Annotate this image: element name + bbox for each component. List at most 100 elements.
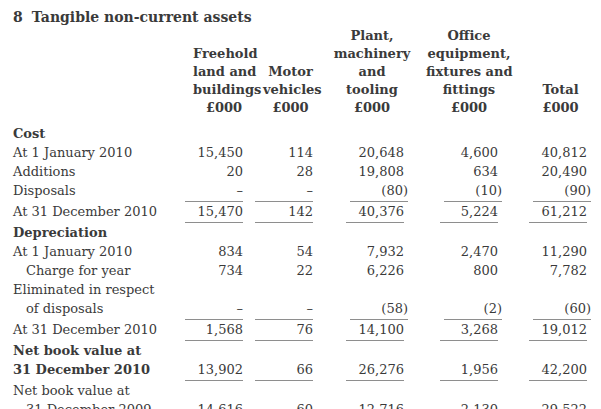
value-cell [185, 341, 255, 360]
value-cell: 19,012 [512, 320, 601, 341]
value-cell [185, 280, 255, 299]
value-cell: 1,956 [418, 360, 512, 381]
value-cell: (2) [418, 299, 512, 320]
page-title: Tangible non-current assets [32, 9, 252, 25]
table-row: At 31 December 201015,470 14240,3765,224 6… [13, 202, 601, 223]
value-cell: 40,376 [318, 202, 418, 223]
value-cell: 3,268 [418, 320, 512, 341]
cell-value: 40,812 [529, 145, 587, 161]
value-cell: 142 [255, 202, 318, 223]
value-cell: (80) [318, 181, 418, 202]
value-cell [512, 341, 601, 360]
table-row: At 1 January 201015,45011420,6484,60040,… [13, 143, 601, 162]
cell-value: 2,470 [440, 244, 498, 260]
value-cell: – [255, 181, 318, 202]
table-row: 31 December 201013,902 66 26,276 1,956 42,20… [13, 360, 601, 381]
cell-value: – [185, 301, 243, 320]
cell-value: 61,212 [529, 204, 587, 223]
cell-value: – [185, 183, 243, 202]
value-cell: 6,226 [318, 261, 418, 280]
column-header-line: machinery [326, 45, 418, 63]
cell-value: 114 [255, 145, 313, 161]
cell-value: 60 [255, 402, 313, 409]
cell-value: 2,130 [440, 402, 498, 409]
value-cell: 54 [255, 242, 318, 261]
row-label: 31 December 2009 [13, 400, 185, 409]
column-unit: £000 [193, 99, 255, 117]
row-label: Disposals [13, 181, 185, 202]
document-page: 8 Tangible non-current assets Freeholdlan… [0, 0, 601, 409]
table-row: 31 December 200914,6166012,7162,13029,52… [13, 400, 601, 409]
value-cell: 5,224 [418, 202, 512, 223]
value-cell [418, 280, 512, 299]
column-header-line: Motor [263, 63, 318, 81]
note-number: 8 [13, 7, 23, 27]
cell-value: 76 [255, 322, 313, 341]
value-cell: 28 [255, 162, 318, 181]
column-header-line: fixtures and [426, 63, 512, 81]
value-cell: 2,470 [418, 242, 512, 261]
value-cell: (60) [512, 299, 601, 320]
value-cell: 114 [255, 143, 318, 162]
value-cell: 14,100 [318, 320, 418, 341]
value-cell: 15,470 [185, 202, 255, 223]
cell-value: 15,470 [185, 204, 243, 223]
cell-value: 1,568 [185, 322, 243, 341]
cell-value: 7,932 [346, 244, 404, 260]
value-cell: 734 [185, 261, 255, 280]
cell-value: 13,902 [185, 362, 243, 381]
cell-value: (80) [350, 183, 408, 202]
value-cell: 2,130 [418, 400, 512, 409]
value-cell: 12,716 [318, 400, 418, 409]
row-label: Net book value at [13, 381, 185, 400]
value-cell [255, 381, 318, 400]
column-header-line: fittings [426, 81, 512, 99]
column-header-line: land and [193, 63, 255, 81]
value-cell: 15,450 [185, 143, 255, 162]
cell-value: 3,268 [440, 322, 498, 341]
value-cell [512, 124, 601, 143]
column-header-line: Freehold [193, 45, 255, 63]
value-cell: 66 [255, 360, 318, 381]
column-header-line: Office [426, 27, 512, 45]
table-body: CostAt 1 January 201015,45011420,6484,60… [13, 124, 601, 409]
cell-value: 20,490 [529, 164, 587, 180]
column-header-total: Total£000 [512, 27, 601, 124]
value-cell: 834 [185, 242, 255, 261]
cell-value: 19,012 [529, 322, 587, 341]
column-header-plant-machinery-and-tooling: Plant,machineryandtooling£000 [318, 27, 418, 124]
cell-value: 1,956 [440, 362, 498, 381]
value-cell: 20,648 [318, 143, 418, 162]
cell-value: 42,200 [529, 362, 587, 381]
column-header-line: buildings [193, 81, 255, 99]
column-header-line: Plant, [326, 27, 418, 45]
cell-value: 20,648 [346, 145, 404, 161]
column-header-line: Total [520, 81, 601, 99]
cell-value: 7,782 [529, 263, 587, 279]
value-cell: 7,782 [512, 261, 601, 280]
cell-value: 26,276 [346, 362, 404, 381]
value-cell [418, 381, 512, 400]
row-label: of disposals [13, 299, 185, 320]
value-cell: 800 [418, 261, 512, 280]
value-cell: 4,600 [418, 143, 512, 162]
header-row: Freeholdland andbuildings£000Motorvehicl… [13, 27, 601, 124]
column-header-line: and [326, 63, 418, 81]
value-cell [318, 223, 418, 242]
value-cell: 20,490 [512, 162, 601, 181]
cell-value: 12,716 [346, 402, 404, 409]
table-row: Charge for year734226,2268007,782 [13, 261, 601, 280]
table-row: Depreciation [13, 223, 601, 242]
row-label: At 31 December 2010 [13, 202, 185, 223]
table-row: Net book value at [13, 381, 601, 400]
value-cell: 11,290 [512, 242, 601, 261]
cell-value: 20 [185, 164, 243, 180]
row-label: 31 December 2010 [13, 360, 185, 381]
value-cell: 1,568 [185, 320, 255, 341]
value-cell: – [255, 299, 318, 320]
table-row: of disposals––(58)(2)(60) [13, 299, 601, 320]
value-cell: 40,812 [512, 143, 601, 162]
row-label: At 31 December 2010 [13, 320, 185, 341]
value-cell [255, 223, 318, 242]
value-cell: 7,932 [318, 242, 418, 261]
